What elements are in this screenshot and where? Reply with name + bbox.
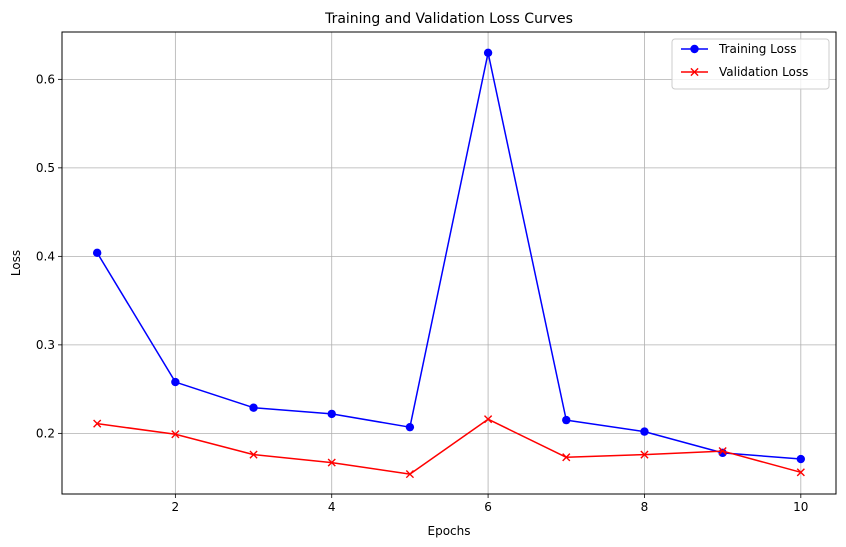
data-point (483, 415, 493, 424)
data-point (640, 427, 649, 436)
data-point (718, 448, 727, 458)
data-point (249, 450, 258, 459)
data-point (796, 468, 805, 477)
y-axis-label: Loss (9, 250, 23, 276)
x-tick-label: 8 (641, 500, 649, 514)
x-axis-ticks: 2 4 6 8 10 (172, 494, 808, 514)
data-point (171, 430, 180, 439)
y-tick-label: 0.5 (36, 161, 55, 175)
data-point (92, 248, 102, 258)
data-point (796, 454, 806, 464)
x-axis-label: Epochs (428, 524, 471, 538)
y-axis-ticks: 0.2 0.3 0.4 0.5 0.6 (36, 72, 62, 440)
plot-frame (61, 31, 837, 495)
legend-box (671, 38, 830, 90)
data-point (249, 403, 258, 412)
chart-title: Training and Validation Loss Curves (324, 11, 573, 27)
y-tick-label: 0.4 (36, 249, 55, 263)
data-point (327, 458, 336, 467)
y-tick-label: 0.3 (36, 338, 55, 352)
y-tick-label: 0.6 (36, 72, 55, 86)
x-tick-label: 6 (484, 500, 492, 514)
x-tick-label: 2 (172, 500, 180, 514)
data-point (483, 48, 493, 57)
series-line-0 (96, 52, 801, 460)
series-line-1 (97, 418, 802, 475)
data-point (640, 450, 649, 459)
data-point (405, 422, 415, 432)
legend-x-marker (690, 67, 699, 77)
legend: Training Loss Validation Loss (671, 38, 830, 90)
data-point (327, 409, 336, 419)
data-point (562, 453, 571, 462)
legend-label-validation: Validation Loss (719, 65, 808, 79)
data-point (405, 469, 415, 479)
data-point (93, 419, 102, 428)
legend-marker-training (690, 44, 699, 54)
x-tick-label: 4 (328, 500, 336, 514)
series-layer (92, 48, 806, 479)
data-point (718, 446, 727, 456)
data-point (562, 415, 571, 425)
y-tick-label: 0.2 (36, 426, 55, 440)
legend-label-training: Training Loss (718, 42, 796, 56)
legend-marker-validation (690, 67, 699, 77)
data-point (171, 377, 180, 387)
x-tick-label: 10 (793, 500, 808, 514)
